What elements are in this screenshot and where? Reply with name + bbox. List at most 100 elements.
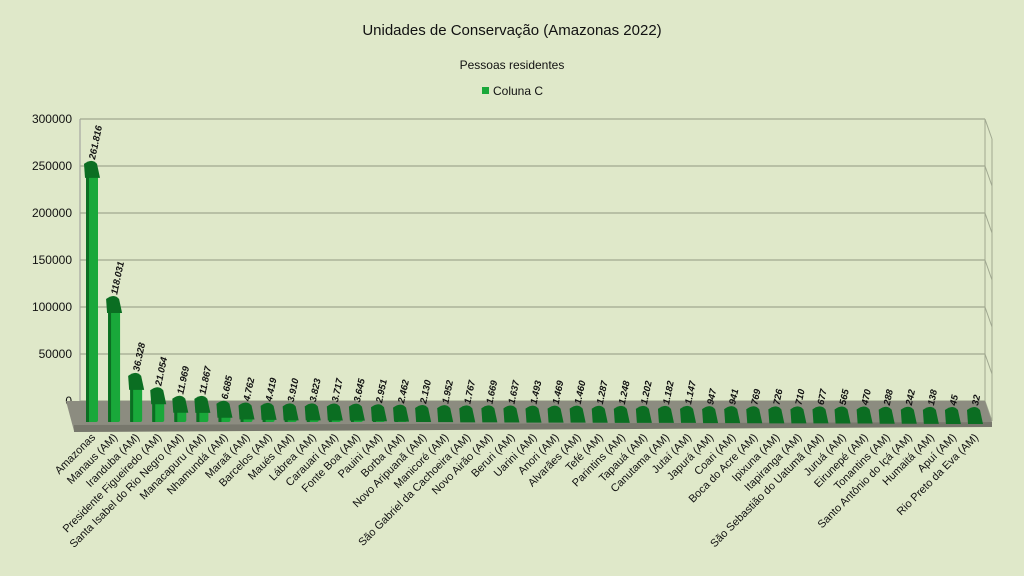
bar — [415, 404, 432, 422]
data-label: 3.717 — [330, 377, 346, 403]
bar — [393, 404, 410, 422]
data-label: 1.767 — [462, 379, 478, 405]
data-label: 288 — [882, 388, 896, 407]
bar — [635, 405, 652, 423]
data-label: 1.469 — [551, 379, 567, 405]
data-label: 1.182 — [661, 379, 677, 405]
gridline-side — [984, 306, 993, 328]
bar-side — [196, 404, 200, 422]
bar — [370, 404, 387, 422]
chart-subtitle: Pessoas residentes — [460, 58, 565, 72]
data-label: 941 — [727, 388, 741, 406]
bar-top — [216, 400, 233, 418]
bar — [503, 405, 520, 423]
bar-top — [702, 406, 719, 424]
gridline-side — [984, 118, 993, 140]
data-label: 118.031 — [109, 260, 127, 295]
bar-top — [768, 406, 785, 424]
gridline-side — [984, 353, 993, 375]
data-label: 11.969 — [175, 365, 192, 396]
bar-top — [812, 406, 829, 424]
bar — [702, 406, 719, 424]
bar-top — [459, 405, 476, 423]
data-label: 677 — [816, 387, 830, 405]
bar — [525, 405, 542, 423]
data-label: 4.419 — [264, 376, 280, 403]
bar — [768, 406, 785, 424]
data-label: 470 — [860, 388, 874, 407]
bar-top — [415, 404, 432, 422]
data-label: 32 — [970, 393, 983, 406]
bar — [260, 402, 277, 422]
bar-top — [967, 406, 983, 424]
data-label: 1.460 — [573, 379, 589, 405]
bar — [812, 406, 829, 424]
bar-top — [84, 160, 100, 178]
bar-top — [547, 405, 564, 423]
bar-top — [613, 405, 630, 423]
data-label: 2.130 — [418, 378, 434, 405]
y-tick-label: 50000 — [39, 347, 73, 361]
data-label: 11.867 — [198, 365, 215, 396]
bar — [569, 405, 586, 423]
bar — [944, 406, 961, 424]
bar — [326, 403, 343, 422]
bar — [150, 387, 167, 422]
bar — [216, 400, 233, 422]
bar-top — [856, 406, 873, 424]
bar — [481, 405, 498, 423]
data-label: 1.248 — [617, 379, 633, 405]
bar — [680, 405, 697, 423]
bar — [856, 406, 873, 424]
bar-top — [150, 387, 167, 405]
bar — [613, 405, 630, 423]
bar — [128, 372, 145, 422]
data-label: 1.952 — [440, 379, 456, 405]
bar — [834, 406, 851, 424]
data-label: 2.951 — [374, 378, 390, 405]
bar-side — [86, 169, 89, 422]
data-label: 1.287 — [595, 379, 611, 405]
bar-side — [174, 404, 178, 422]
bar-top — [569, 405, 586, 423]
bar-top — [746, 406, 763, 424]
data-label: 2.462 — [396, 378, 412, 405]
data-label: 3.645 — [352, 377, 368, 403]
bar-top — [944, 406, 961, 424]
bar-top — [834, 406, 851, 424]
gridline-side — [984, 400, 993, 422]
data-label: 565 — [838, 388, 852, 406]
bar-top — [680, 405, 697, 423]
chart-floor-edge — [74, 422, 992, 432]
data-label: 36.328 — [131, 341, 148, 372]
bar-top — [503, 405, 520, 423]
bar — [657, 405, 674, 423]
bar — [437, 405, 454, 423]
bar — [348, 403, 365, 422]
data-label: 3.823 — [308, 377, 324, 403]
bar-top — [724, 406, 741, 424]
bar-side — [130, 381, 134, 422]
data-label: 947 — [705, 387, 719, 405]
y-tick-label: 150000 — [32, 253, 72, 267]
bar-side — [108, 305, 112, 422]
bar-top — [481, 405, 498, 423]
bar — [878, 406, 895, 424]
bar — [282, 403, 299, 422]
bar-top — [194, 395, 211, 413]
data-label: 1.637 — [507, 379, 523, 405]
bar-top — [172, 395, 189, 413]
bar — [922, 406, 939, 424]
bar — [84, 160, 100, 422]
gridline-side — [984, 259, 993, 281]
bar — [967, 406, 983, 424]
bar — [194, 395, 211, 422]
data-label: 1.493 — [529, 379, 545, 405]
gridline-side — [984, 212, 993, 234]
bar — [106, 296, 123, 422]
data-label: 242 — [904, 388, 918, 407]
data-label: 3.910 — [286, 377, 302, 403]
bar-top — [591, 405, 608, 423]
bar-top — [326, 403, 343, 421]
data-label: 1.669 — [485, 379, 501, 405]
